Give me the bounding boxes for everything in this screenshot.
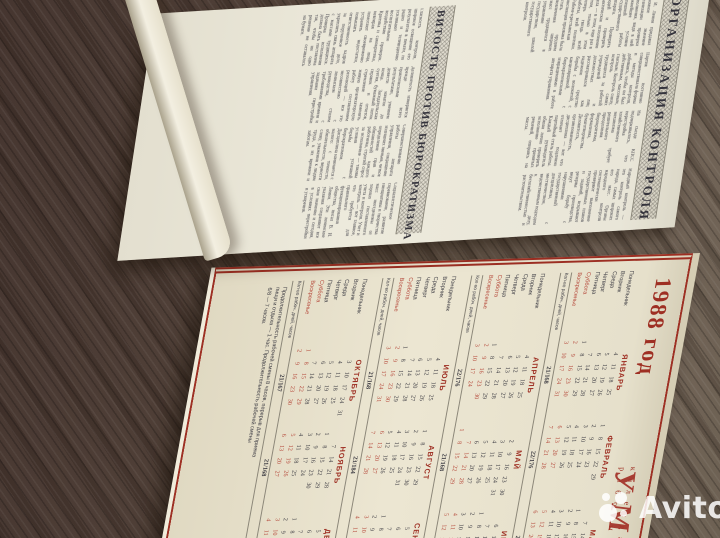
month-block: ОКТЯБРЬ 3 10 17 24 31 4 11 18 25 5 12 19 26 6 13 20 27 7 14… [281,342,367,421]
article-text-column: Гласность контроля, широкое освещение ег… [298,8,424,67]
day-names-column: Понедельник Вторник Среда Четверг Пятница Суб… [564,270,646,328]
avito-dot-medium-icon [615,492,627,504]
avito-dot-big-icon [599,504,617,522]
avito-logo-dots-icon [598,488,634,528]
article-text-column: Партия постоянно совершенствовала формы … [544,52,650,109]
month-block: НОЯБРЬ 7 14 21 28 1 8 15 22 29 2 9 16 23 30 3 10 17 24 4 11 1… [266,427,352,506]
day-names-column: Понедельник Вторник Среда Четверг Пятница Суб… [386,276,468,334]
month-block: МАЙ 2 9 16 23 30 3 10 17 24 31 4 11 18 25 5 12 19 26 6 13 20 2… [444,422,530,501]
article-text-column: Народный контроль — это контроль самого … [515,168,633,226]
month-block: ЯНВАРЬ 4 11 18 25 5 12 19 26 6 13 20 27 7 14 21 28 1 8 15 22… [548,334,634,413]
article-text-column: В. И. Ленин придавал огромное значение о… [521,0,659,53]
avito-watermark-text: Avito [639,490,720,526]
avito-dot-tiny-icon [620,510,627,517]
calendar-quarters: Понедельник Вторник Среда Четверг Пятница Суб… [235,270,647,538]
month-block: АВГУСТ 1 8 15 22 29 2 9 16 23 30 3 10 17 24 31 4 11 18 25 5 1… [355,424,441,503]
article-columns-top: В. И. Ленин придавал огромное значение о… [429,0,659,231]
month-block: АПРЕЛЬ 4 11 18 25 5 12 19 26 6 13 20 27 7 14 21 28 1 8 15 22… [459,337,545,416]
avito-watermark: Avito [598,488,720,528]
month-block: ИЮНЬ613202771421281815222929162330310172… [428,506,514,538]
avito-dot-small-icon [602,493,610,501]
day-names-column: Понедельник Вторник Среда Четверг Пятница Суб… [475,273,557,331]
article-text-column: На съезде КПСС подчеркивалось, что перес… [522,110,641,169]
date-cell: 19 [435,534,446,538]
month-block: СЕНТЯБРЬ51219266132027714212818152229291… [339,509,425,538]
month-block: ДЕКАБРЬ512192661320277142128181522292916… [250,512,336,538]
day-names-column: Понедельник Вторник Среда Четверг Пятница Суб… [297,278,379,336]
month-block: ИЮЛЬ 4 11 18 25 5 12 19 26 6 13 20 27 7 14 21 28 1 8 15 22 29… [370,340,456,419]
date-cell: 20 [526,534,535,538]
month-block: МАРТ714212818152229291623303101724314111… [517,503,603,538]
article-text-column: Деловитость измеряется прежде всего прак… [306,66,415,124]
